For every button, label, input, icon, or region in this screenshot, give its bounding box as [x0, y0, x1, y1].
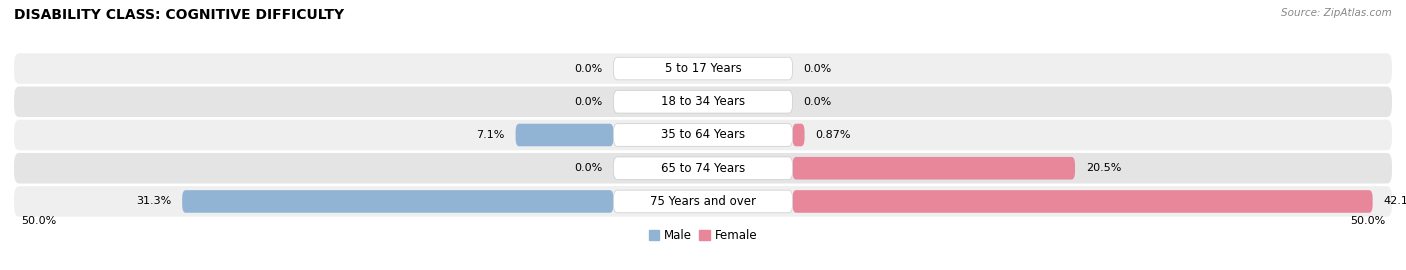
Text: 0.0%: 0.0%	[574, 63, 602, 73]
FancyBboxPatch shape	[14, 153, 1392, 184]
FancyBboxPatch shape	[183, 190, 613, 213]
FancyBboxPatch shape	[14, 120, 1392, 150]
Text: Source: ZipAtlas.com: Source: ZipAtlas.com	[1281, 8, 1392, 18]
Text: 0.0%: 0.0%	[574, 97, 602, 107]
FancyBboxPatch shape	[613, 90, 793, 113]
FancyBboxPatch shape	[14, 53, 1392, 84]
Legend: Male, Female: Male, Female	[644, 224, 762, 247]
Text: 7.1%: 7.1%	[477, 130, 505, 140]
FancyBboxPatch shape	[14, 86, 1392, 117]
FancyBboxPatch shape	[14, 186, 1392, 217]
Text: 18 to 34 Years: 18 to 34 Years	[661, 95, 745, 108]
FancyBboxPatch shape	[793, 124, 804, 146]
Text: DISABILITY CLASS: COGNITIVE DIFFICULTY: DISABILITY CLASS: COGNITIVE DIFFICULTY	[14, 8, 344, 22]
Text: 5 to 17 Years: 5 to 17 Years	[665, 62, 741, 75]
Text: 0.0%: 0.0%	[804, 97, 832, 107]
Text: 0.0%: 0.0%	[804, 63, 832, 73]
Text: 65 to 74 Years: 65 to 74 Years	[661, 162, 745, 175]
FancyBboxPatch shape	[613, 124, 793, 146]
Text: 42.1%: 42.1%	[1384, 197, 1406, 207]
Text: 20.5%: 20.5%	[1085, 163, 1122, 173]
FancyBboxPatch shape	[613, 157, 793, 180]
Text: 0.87%: 0.87%	[815, 130, 851, 140]
FancyBboxPatch shape	[516, 124, 613, 146]
FancyBboxPatch shape	[793, 190, 1372, 213]
FancyBboxPatch shape	[793, 157, 1076, 180]
Text: 50.0%: 50.0%	[1350, 216, 1385, 226]
Text: 31.3%: 31.3%	[136, 197, 172, 207]
Text: 35 to 64 Years: 35 to 64 Years	[661, 129, 745, 141]
FancyBboxPatch shape	[613, 190, 793, 213]
Text: 50.0%: 50.0%	[21, 216, 56, 226]
Text: 0.0%: 0.0%	[574, 163, 602, 173]
FancyBboxPatch shape	[613, 57, 793, 80]
Text: 75 Years and over: 75 Years and over	[650, 195, 756, 208]
